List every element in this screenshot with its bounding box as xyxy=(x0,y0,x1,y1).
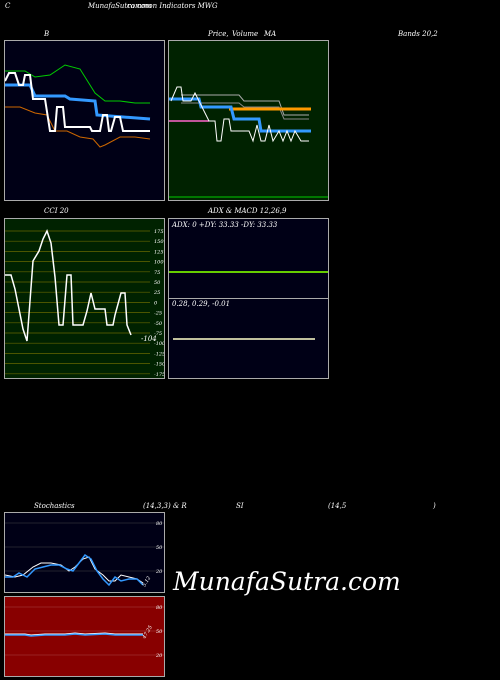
bollinger-title-b: B xyxy=(44,30,50,38)
upper-band-line xyxy=(5,64,150,104)
cci-tick-label: 175 xyxy=(154,229,164,235)
bollinger-volume-panel xyxy=(168,40,329,201)
cci-tick-label: -100 xyxy=(154,341,165,347)
cci-tick-label: 150 xyxy=(154,239,164,245)
rsi-blue-line xyxy=(5,633,143,637)
band-grey-lower xyxy=(181,102,309,120)
page-subtitle: common Indicators MWG xyxy=(127,2,218,10)
stoch-tick-20: 20 xyxy=(155,569,163,575)
rsi-tick-20: 20 xyxy=(155,653,163,659)
cci-tick-label: -175 xyxy=(154,372,165,378)
cci-tick-label: 125 xyxy=(154,249,164,255)
rsi-chart: 80 50 20 47.25 xyxy=(5,605,164,659)
band-grey-upper xyxy=(181,94,309,116)
stoch-k-line xyxy=(5,553,144,587)
cci-tick-label: -50 xyxy=(154,321,163,327)
bollinger-title-bands: Bands 20,2 xyxy=(398,30,438,38)
cci-tick-label: 100 xyxy=(154,260,164,266)
price-white-line xyxy=(170,86,309,143)
stoch-title: Stochastics xyxy=(34,502,75,510)
cci-tick-label: 75 xyxy=(154,270,160,276)
cci-tick-label: 25 xyxy=(153,290,160,296)
price-line xyxy=(5,72,150,132)
cci-panel: 175 150 125 100 75 50 25 0 -25 -50 -75 -100 -125 -150… xyxy=(4,218,165,379)
cci-tick-label: -25 xyxy=(154,311,162,317)
cci-tick-label: -125 xyxy=(154,351,165,357)
lower-band-line xyxy=(5,106,151,148)
cci-chart: 175 150 125 100 75 50 25 0 -25 -50 -75 -100 -125 -150… xyxy=(5,229,165,378)
macd-readout: 0.28, 0.29, -0.01 xyxy=(172,300,231,308)
bollinger-title-volume: Volume xyxy=(232,30,259,38)
bollinger-price-chart xyxy=(5,64,151,148)
adx-chart xyxy=(169,271,328,273)
rsi-title: SI xyxy=(236,502,244,510)
stochastics-panel: 80 50 20 5.12 xyxy=(4,512,165,593)
bollinger-title-ma: MA xyxy=(264,30,277,38)
cci-tick-label: -75 xyxy=(154,331,162,337)
cci-line xyxy=(5,229,132,342)
macd-panel: 0.28, 0.29, -0.01 xyxy=(168,298,329,379)
stoch-value-label: 5.12 xyxy=(142,575,153,588)
cci-title: CCI 20 xyxy=(44,207,69,215)
bollinger-price-panel xyxy=(4,40,165,201)
rsi-tick-50: 50 xyxy=(156,629,163,635)
cci-tick-label: 0 xyxy=(154,300,158,306)
bollinger-title-price: Price, xyxy=(208,30,229,38)
cci-tick-label: -150 xyxy=(154,362,165,368)
header-letter: C xyxy=(5,2,11,10)
rsi-params: (14,5 xyxy=(328,502,347,510)
macd-chart xyxy=(173,338,315,340)
stoch-tick-80: 80 xyxy=(156,521,163,527)
adx-panel: ADX: 0 +DY: 33.33 -DY: 33.33 xyxy=(168,218,329,299)
rsi-params-close: ) xyxy=(433,502,436,510)
rsi-white-line xyxy=(5,632,143,636)
watermark-logo-text: MunafaSutra.com xyxy=(173,567,401,596)
stoch-tick-50: 50 xyxy=(156,545,163,551)
adx-readout: ADX: 0 +DY: 33.33 -DY: 33.33 xyxy=(172,221,278,229)
rsi-tick-80: 80 xyxy=(156,605,163,611)
site-name[interactable]: MunafaSutra.com xyxy=(88,2,152,10)
ma-blue-line xyxy=(169,97,311,133)
rsi-value-label: 47.25 xyxy=(141,625,154,641)
cci-value-label: -104 xyxy=(141,335,157,343)
stochastics-chart: 80 50 20 5.12 xyxy=(5,521,164,588)
cci-tick-label: 50 xyxy=(154,280,161,286)
rsi-panel: 80 50 20 47.25 xyxy=(4,596,165,677)
adx-macd-title: ADX & MACD 12,26,9 xyxy=(208,207,287,215)
bollinger-volume-chart xyxy=(169,86,328,198)
stoch-params: (14,3,3) & R xyxy=(143,502,187,510)
stoch-d-line xyxy=(5,556,144,584)
